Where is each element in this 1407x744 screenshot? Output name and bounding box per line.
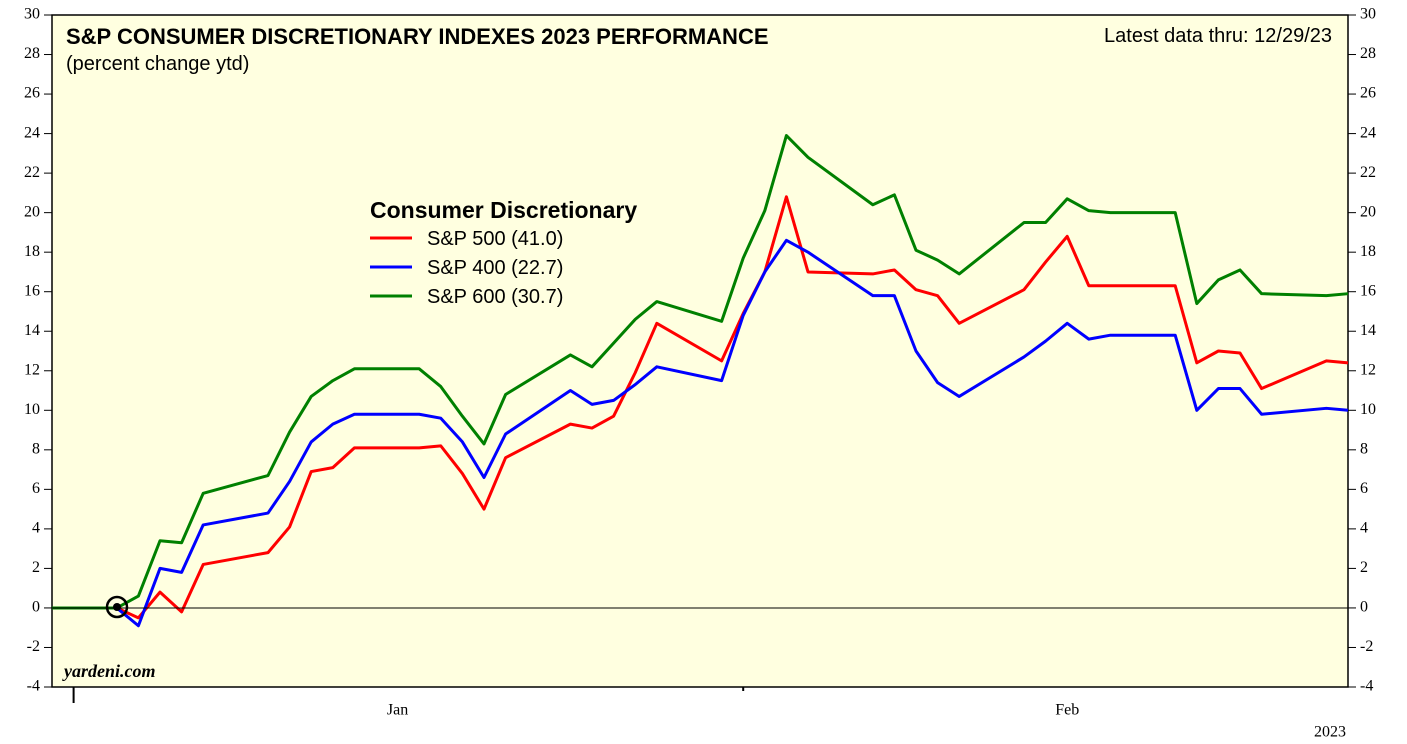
y-tick-label: 20 <box>24 203 40 220</box>
y-tick-label: 2 <box>32 559 40 576</box>
x-tick-label: Jan <box>387 702 408 719</box>
y2-tick-label: 0 <box>1360 599 1368 616</box>
plot-area <box>51 14 1349 688</box>
legend-title: Consumer Discretionary <box>370 197 637 223</box>
y-tick-label: 24 <box>24 124 40 141</box>
marks <box>52 134 1349 628</box>
chart-title: S&P CONSUMER DISCRETIONARY INDEXES 2023 … <box>66 24 769 49</box>
y2-tick-label: 22 <box>1360 164 1376 181</box>
series-line <box>52 238 1349 628</box>
y-tick-label: 16 <box>24 282 40 299</box>
y2-tick-label: 12 <box>1360 361 1376 378</box>
legend-label: S&P 500 (41.0) <box>427 228 563 250</box>
y2-tick-label: 20 <box>1360 203 1376 220</box>
x-tick-label: Feb <box>1055 702 1079 719</box>
y-tick-label: 30 <box>24 6 40 23</box>
y-tick-label: 12 <box>24 361 40 378</box>
y2-tick-label: -4 <box>1360 678 1373 695</box>
y-tick-label: 10 <box>24 401 40 418</box>
y-tick-label: 26 <box>24 85 40 102</box>
legend-label: S&P 400 (22.7) <box>427 257 563 279</box>
series-line <box>52 195 1349 620</box>
y2-tick-label: -2 <box>1360 638 1373 655</box>
y2-tick-label: 8 <box>1360 440 1368 457</box>
annotation: Latest data thru: 12/29/23 <box>1104 25 1332 47</box>
y-tick-label: 6 <box>32 480 40 497</box>
y-tick-label: 0 <box>32 599 40 616</box>
legend-label: S&P 600 (30.7) <box>427 286 563 308</box>
y2-tick-label: 30 <box>1360 6 1376 23</box>
y2-tick-label: 2 <box>1360 559 1368 576</box>
y-tick-label: 4 <box>32 520 40 537</box>
y2-tick-label: 14 <box>1360 322 1376 339</box>
y-tick-label: 14 <box>24 322 40 339</box>
source: yardeni.com <box>62 661 156 681</box>
y2-tick-label: 16 <box>1360 282 1376 299</box>
y-tick-label: 8 <box>32 440 40 457</box>
chart-subtitle: (percent change ytd) <box>66 53 249 75</box>
y2-tick-label: 6 <box>1360 480 1368 497</box>
y2-tick-label: 4 <box>1360 520 1368 537</box>
year-label: 2023 <box>1314 724 1346 741</box>
start-marker-dot <box>113 603 121 611</box>
y-tick-label: 28 <box>24 45 40 62</box>
y-tick-label: 22 <box>24 164 40 181</box>
y2-tick-label: 24 <box>1360 124 1376 141</box>
y-tick-label: -2 <box>27 638 40 655</box>
y2-tick-label: 10 <box>1360 401 1376 418</box>
y2-tick-label: 28 <box>1360 45 1376 62</box>
y-tick-label: -4 <box>27 678 40 695</box>
y2-tick-label: 18 <box>1360 243 1376 260</box>
start-marker <box>105 595 129 619</box>
y-tick-label: 18 <box>24 243 40 260</box>
y2-tick-label: 26 <box>1360 85 1376 102</box>
series-line <box>52 134 1349 610</box>
